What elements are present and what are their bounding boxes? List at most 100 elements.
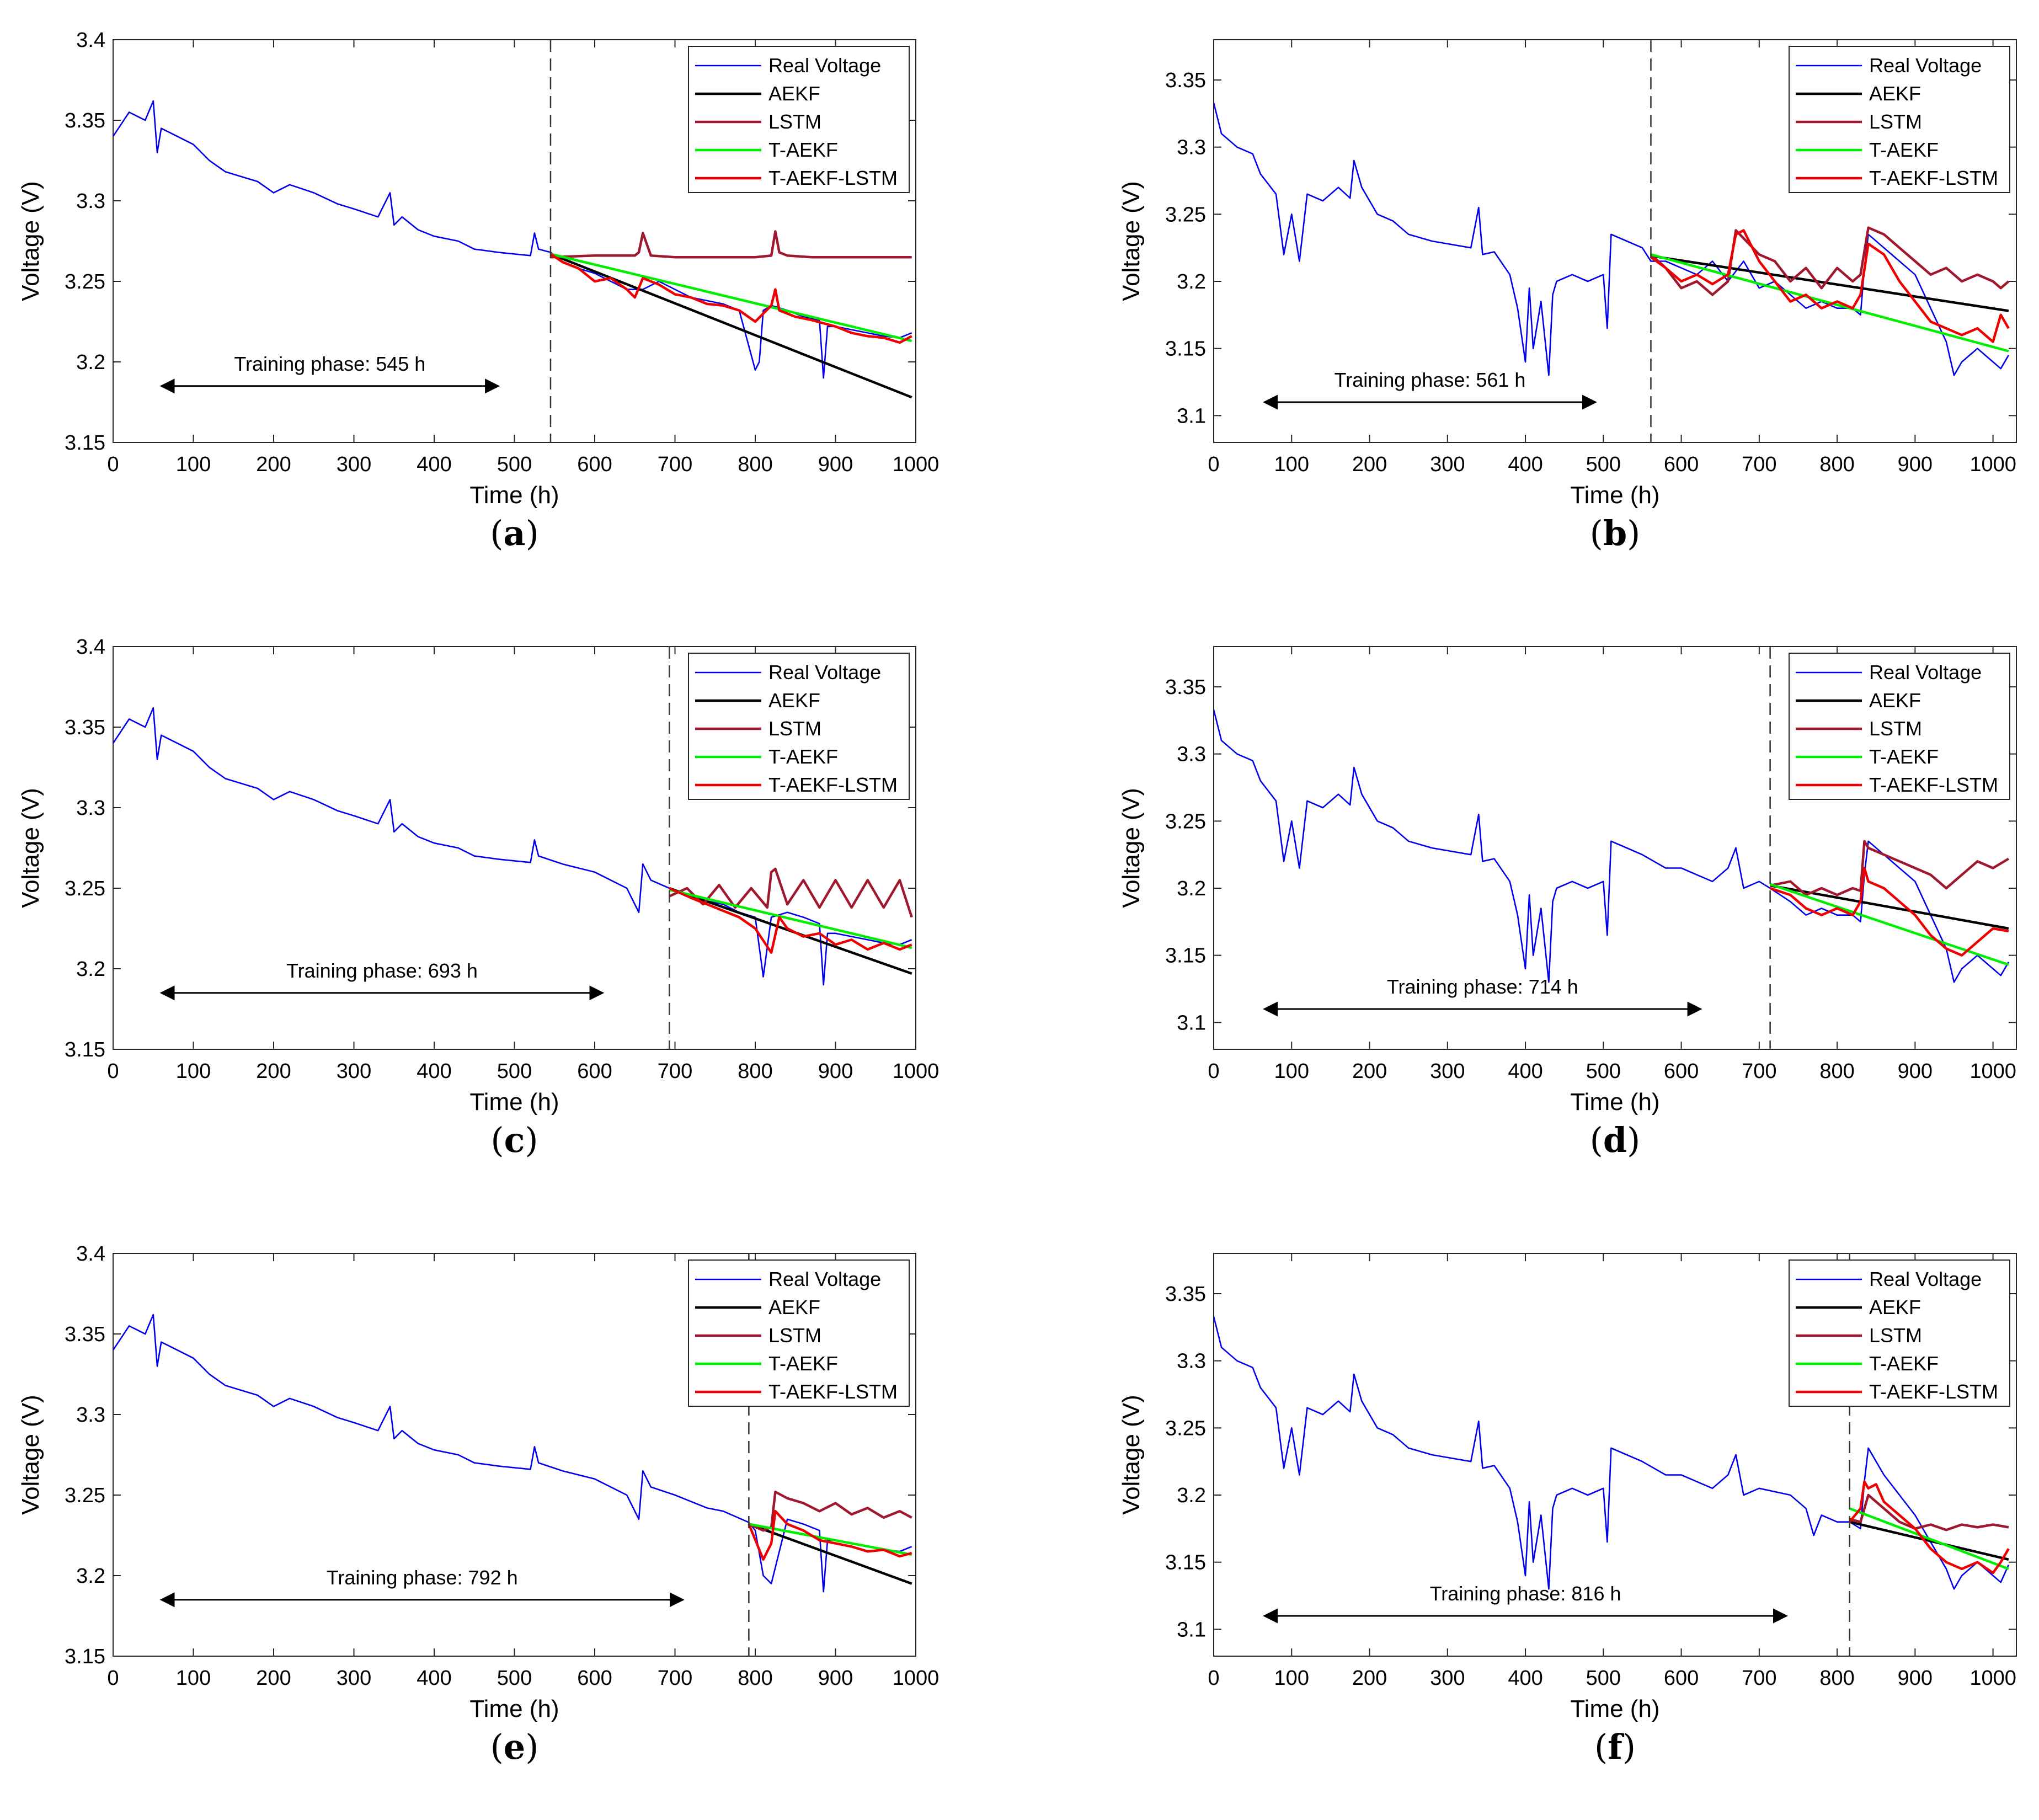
legend-label: Real Voltage	[1869, 1268, 1982, 1290]
legend-label: T-AEKF-LSTM	[1869, 167, 1998, 189]
legend-label: T-AEKF	[1869, 1352, 1939, 1375]
y-axis-label: Voltage (V)	[17, 1395, 44, 1515]
legend-label: T-AEKF-LSTM	[768, 167, 898, 189]
x-tick-label: 0	[1208, 1667, 1219, 1690]
training-phase-label: Training phase: 714 h	[1387, 975, 1578, 998]
y-tick-label: 3.15	[65, 431, 105, 455]
x-tick-label: 900	[818, 1060, 853, 1083]
legend-label: T-AEKF-LSTM	[1869, 773, 1998, 796]
x-tick-label: 500	[1586, 453, 1621, 476]
series-group	[1214, 709, 2010, 983]
legend-label: Real Voltage	[768, 54, 881, 77]
series-lstm	[1650, 226, 2010, 296]
x-tick-label: 600	[577, 1060, 612, 1083]
training-phase-label: Training phase: 545 h	[234, 353, 425, 375]
x-tick-label: 500	[497, 1667, 532, 1690]
legend: Real Voltage AEKF LSTM T-AEKF T-AEKF-LSTM	[688, 46, 910, 193]
x-tick-label: 600	[577, 453, 612, 476]
legend-label: T-AEKF-LSTM	[768, 1380, 898, 1403]
chart-panel-a: 0 100 200 300 400 500 600 700 800 900 1000 3.15 3.2 3…	[17, 29, 939, 509]
x-tick-label: 200	[256, 1060, 291, 1083]
x-tick-label: 600	[1664, 1667, 1699, 1690]
series-t-aekf	[1849, 1507, 2009, 1570]
x-axis-label: Time (h)	[1570, 482, 1659, 509]
x-tick-label: 200	[256, 1667, 291, 1690]
legend-label: T-AEKF	[768, 138, 838, 161]
x-tick-label: 700	[1742, 453, 1776, 476]
y-tick-label: 3.25	[65, 270, 105, 293]
series-real-voltage	[113, 1314, 912, 1593]
y-tick-label: 3.25	[1165, 810, 1206, 833]
y-axis-label: Voltage (V)	[1118, 1395, 1145, 1515]
x-tick-label: 600	[1664, 1060, 1699, 1083]
legend-label: AEKF	[768, 82, 820, 105]
y-tick-label: 3.35	[1165, 1283, 1206, 1306]
series-t-aekf	[669, 888, 912, 949]
x-tick-label: 800	[1819, 453, 1854, 476]
y-tick-label: 3.35	[65, 1323, 105, 1346]
x-axis-label: Time (h)	[469, 1695, 559, 1722]
legend-label: AEKF	[768, 689, 820, 712]
chart-panel-f: 0 100 200 300 400 500 600 700 800 900 1000 3.1 3.15 3…	[1118, 1253, 2017, 1722]
x-tick-label: 500	[497, 453, 532, 476]
y-tick-label: 3.2	[1177, 270, 1206, 293]
chart-panel-d: 0 100 200 300 400 500 600 700 800 900 1000 3.1 3.15 3…	[1118, 646, 2017, 1116]
series-lstm	[1770, 840, 2010, 896]
x-tick-label: 900	[818, 453, 853, 476]
x-tick-label: 900	[1898, 453, 1933, 476]
panel-caption-e: (e)	[490, 1727, 539, 1767]
legend-box	[688, 1259, 910, 1407]
plot-frame	[1213, 39, 2017, 443]
x-tick-label: 300	[1430, 453, 1465, 476]
y-axis-label: Voltage (V)	[17, 788, 44, 908]
legend-label: T-AEKF	[768, 1352, 838, 1375]
x-tick-label: 200	[1352, 1667, 1387, 1690]
series-aekf	[550, 253, 912, 399]
legend-label: AEKF	[1869, 82, 1921, 105]
x-tick-label: 1000	[893, 453, 940, 476]
legend-box	[688, 46, 910, 193]
y-tick-label: 3.15	[65, 1038, 105, 1061]
training-phase-label: Training phase: 816 h	[1430, 1582, 1621, 1605]
x-tick-label: 700	[1742, 1667, 1776, 1690]
legend-label: AEKF	[1869, 689, 1921, 712]
legend-label: T-AEKF-LSTM	[768, 773, 898, 796]
y-tick-label: 3.15	[1165, 338, 1206, 361]
legend-label: AEKF	[1869, 1296, 1921, 1319]
series-t-aekf-lstm	[1769, 867, 2009, 957]
y-tick-label: 3.35	[1165, 676, 1206, 699]
series-real-voltage	[113, 707, 912, 986]
y-tick-label: 3.3	[1177, 136, 1206, 159]
x-axis-label: Time (h)	[1570, 1695, 1659, 1722]
legend: Real Voltage AEKF LSTM T-AEKF T-AEKF-LSTM	[688, 653, 910, 800]
x-tick-label: 0	[107, 453, 119, 476]
x-tick-label: 700	[658, 453, 692, 476]
x-tick-label: 700	[658, 1060, 692, 1083]
x-tick-label: 300	[337, 453, 371, 476]
y-tick-label: 3.25	[65, 1484, 105, 1507]
legend-label: T-AEKF	[768, 745, 838, 768]
training-phase-label: Training phase: 561 h	[1335, 369, 1526, 391]
chart-panel-c: 0 100 200 300 400 500 600 700 800 900 1000 3.15 3.2 3…	[17, 636, 939, 1116]
legend: Real Voltage AEKF LSTM T-AEKF T-AEKF-LSTM	[1789, 653, 2010, 800]
legend-box	[688, 653, 910, 800]
x-tick-label: 200	[256, 453, 291, 476]
y-tick-label: 3.25	[1165, 203, 1206, 226]
panel-caption-a: (a)	[490, 513, 539, 553]
y-tick-label: 3.15	[65, 1645, 105, 1668]
x-tick-label: 400	[417, 453, 451, 476]
x-tick-label: 900	[818, 1667, 853, 1690]
y-tick-label: 3.35	[65, 716, 105, 739]
series-lstm	[1849, 1493, 2009, 1531]
series-t-aekf-lstm	[669, 887, 912, 954]
x-axis-label: Time (h)	[469, 482, 559, 509]
x-tick-label: 100	[1274, 1060, 1309, 1083]
x-tick-label: 0	[1208, 453, 1219, 476]
y-axis-label: Voltage (V)	[17, 181, 44, 301]
legend-label: T-AEKF-LSTM	[1869, 1380, 1998, 1403]
y-tick-label: 3.2	[76, 1565, 105, 1588]
legend-label: Real Voltage	[768, 1268, 881, 1290]
series-t-aekf-lstm	[748, 1509, 912, 1561]
y-tick-label: 3.4	[76, 636, 105, 659]
